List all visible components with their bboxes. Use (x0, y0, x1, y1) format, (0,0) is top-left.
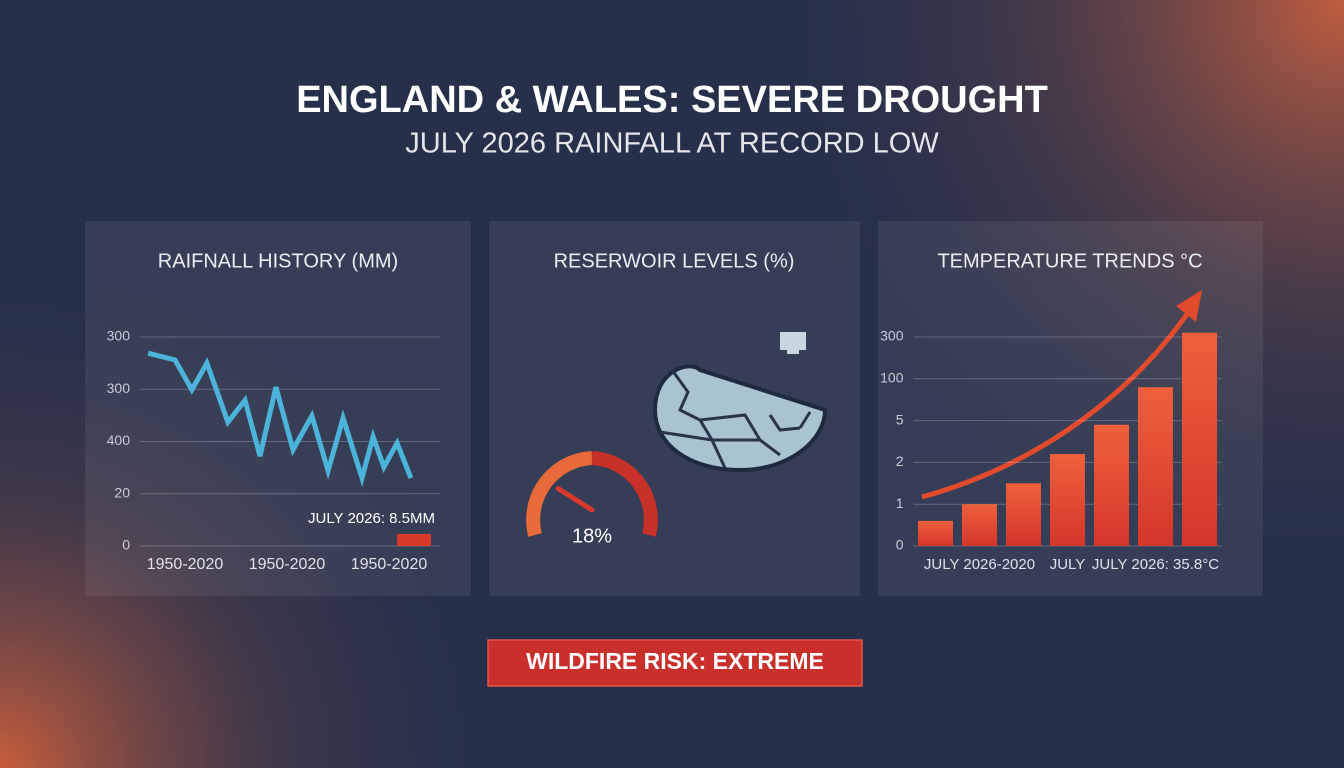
y-tick-label: 2 (896, 453, 904, 469)
gauge-needle (555, 486, 595, 513)
gauge-track (591, 451, 658, 537)
trend-arrowhead (1176, 290, 1202, 322)
bar (1050, 454, 1085, 546)
monitor-icon (780, 332, 806, 354)
gauge-track (526, 451, 593, 537)
trend-arrow (921, 308, 1193, 500)
highlight-bar (397, 533, 431, 546)
y-tick-label: 20 (114, 484, 130, 500)
title: ENGLAND & WALES: SEVERE DROUGHT (296, 79, 1048, 121)
y-tick-label: 1 (896, 495, 904, 511)
y-tick-label: 100 (880, 369, 904, 385)
annotation: JULY 2026: 8.5MM (308, 510, 435, 527)
bar (1006, 483, 1041, 546)
subtitle: JULY 2026 RAINFALL AT RECORD LOW (405, 128, 939, 160)
gauge-label: 18% (572, 525, 612, 547)
y-tick-label: 0 (896, 537, 904, 553)
panel (85, 221, 471, 596)
bar (1182, 332, 1217, 546)
banner (487, 639, 863, 687)
x-tick-label: JULY 2026-2020 (924, 556, 1035, 573)
panel-title: RAIFNALL HISTORY (MM) (158, 250, 398, 272)
panel-title: RESERWOIR LEVELS (%) (554, 250, 795, 272)
x-tick-label: 1950-2020 (351, 556, 428, 573)
x-tick-label: 1950-2020 (249, 556, 326, 573)
bar (962, 504, 997, 546)
y-tick-label: 400 (107, 432, 131, 448)
y-tick-label: 300 (107, 380, 131, 396)
bar (1138, 387, 1173, 546)
banner-text: WILDFIRE RISK: EXTREME (526, 648, 824, 674)
x-tick-label: JULY (1050, 556, 1086, 573)
rainfall-line (147, 350, 414, 488)
y-tick-label: 300 (107, 328, 131, 344)
x-tick-label: JULY 2026: 35.8°C (1092, 556, 1219, 573)
y-tick-label: 0 (122, 537, 130, 553)
y-tick-label: 5 (896, 411, 904, 427)
x-tick-label: 1950-2020 (147, 556, 224, 573)
panel-title: TEMPERATURE TRENDS °C (937, 250, 1202, 272)
reservoir-illustration (652, 364, 828, 473)
bar (1094, 424, 1129, 546)
y-tick-label: 300 (880, 328, 904, 344)
bar (918, 520, 953, 546)
